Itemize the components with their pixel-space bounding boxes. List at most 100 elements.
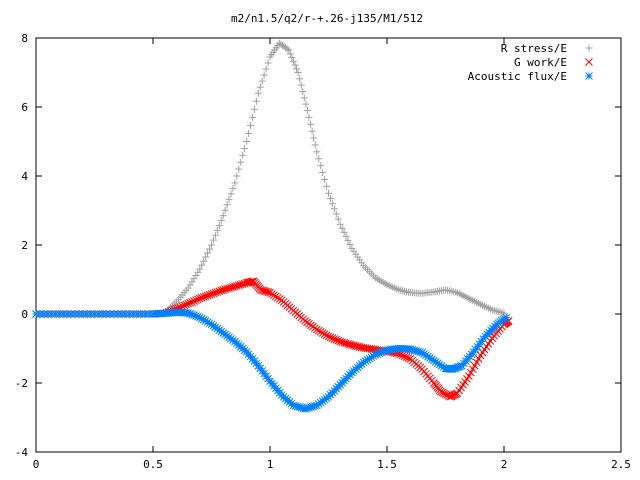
data-point [141,310,150,318]
data-point [199,293,208,301]
data-point [288,54,296,62]
data-point [250,105,258,113]
data-point [202,253,210,261]
data-point [302,100,310,108]
data-point [239,151,247,159]
data-point [316,327,325,336]
data-point [319,169,327,177]
data-point [308,127,316,135]
legend-label: G work/E [514,56,567,69]
y-tick-label: 8 [21,32,28,45]
data-point [262,65,270,73]
data-point [317,162,325,170]
data-point [182,300,191,309]
data-point [299,87,307,95]
data-point [106,310,114,318]
data-point [303,106,311,114]
data-point [221,206,229,214]
data-point [340,228,348,236]
data-point [233,172,241,180]
data-point [241,144,249,152]
data-point [186,298,194,307]
data-point [283,45,291,53]
data-point [334,215,342,223]
data-point [297,81,305,89]
data-point [310,134,318,142]
data-point [94,310,103,318]
data-point [190,297,198,305]
data-point [326,333,335,342]
data-point [328,200,336,208]
data-point [318,329,327,337]
y-tick-label: 4 [21,170,28,183]
data-point [342,232,350,240]
data-point [330,205,338,213]
data-point [400,352,409,361]
data-point [196,265,204,273]
y-tick-label: -2 [15,377,28,390]
x-tick-label: 1.5 [377,458,397,471]
x-tick-label: 0 [33,458,40,471]
data-point [247,121,254,129]
data-point [203,291,212,300]
data-point [260,71,268,79]
data-point [465,372,473,380]
data-point [252,97,260,105]
data-point [258,77,266,85]
data-point [225,195,233,203]
data-point [188,298,196,306]
data-point [336,220,344,228]
data-point [328,334,337,343]
data-point [332,336,341,344]
data-point [294,69,302,76]
x-tick-label: 2 [501,458,508,471]
y-tick-label: -4 [15,446,29,459]
data-point [472,358,481,367]
data-point [320,330,329,338]
data-point [198,261,206,269]
data-point [314,326,323,335]
data-point [43,310,52,318]
data-point [208,241,215,249]
data-point [231,179,239,187]
data-point [474,354,483,363]
legend-cross-icon [585,58,593,66]
data-point [201,292,210,301]
data-point [102,310,111,318]
data-point [254,89,262,97]
series-1 [32,39,508,318]
data-point [305,113,313,121]
data-point [114,310,122,318]
data-point [338,224,346,232]
data-point [110,310,118,318]
data-point [325,189,332,197]
data-point [312,325,321,334]
data-point [229,184,237,192]
x-tick-label: 2.5 [611,458,631,471]
chart-title: m2/n1.5/q2/r-+.26-j135/M1/512 [231,12,423,25]
data-point [178,302,187,311]
data-point [307,120,315,128]
x-tick-label: 1 [267,458,274,471]
data-point [315,155,323,163]
data-point [206,245,214,253]
data-point [323,182,331,190]
data-point [321,175,329,183]
data-point [468,365,477,374]
data-point [235,165,243,173]
data-point [192,296,200,305]
data-point [248,113,256,121]
data-point [219,212,227,220]
data-point [466,368,475,377]
data-point [204,249,212,257]
data-point [256,83,264,91]
data-point [404,354,413,362]
data-point [55,310,64,318]
plot-data [32,39,513,413]
data-point [291,61,299,69]
data-point [330,335,339,343]
plot-frame [35,37,622,453]
